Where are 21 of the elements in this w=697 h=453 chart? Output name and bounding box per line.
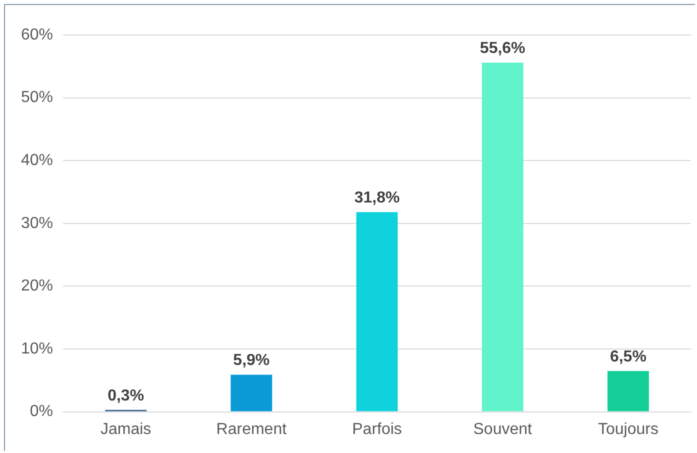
y-tick-label: 40% <box>20 152 54 170</box>
y-tick-label: 30% <box>20 214 54 232</box>
y-tick-label: 10% <box>20 340 54 358</box>
bar <box>356 212 398 412</box>
x-tick-label: Toujours <box>598 420 658 438</box>
x-tick-label: Rarement <box>216 420 288 438</box>
x-tick-label: Souvent <box>473 420 533 438</box>
data-label: 31,8% <box>354 190 400 206</box>
bar <box>230 374 272 412</box>
data-label: 55,6% <box>480 40 526 58</box>
data-label: 0,3% <box>108 387 144 404</box>
x-tick-label: Jamais <box>100 420 152 438</box>
y-tick-label: 60% <box>20 26 54 44</box>
y-tick-label: 50% <box>20 89 54 106</box>
bar <box>607 370 649 412</box>
bar <box>482 62 524 412</box>
data-label: 6,5% <box>610 348 646 366</box>
y-tick-label: 0% <box>30 403 54 420</box>
data-label: 5,9% <box>233 352 270 370</box>
y-tick-label: 20% <box>20 278 54 295</box>
x-tick-label: Parfois <box>352 420 402 438</box>
